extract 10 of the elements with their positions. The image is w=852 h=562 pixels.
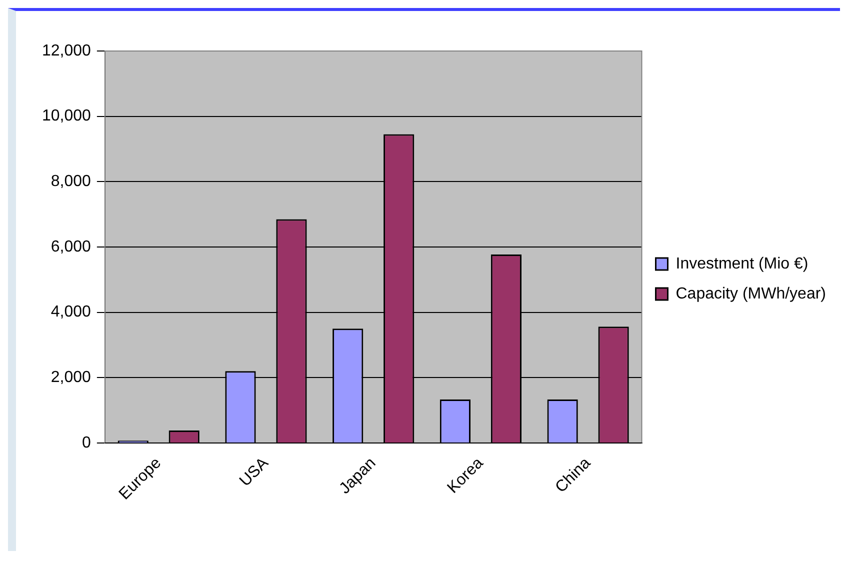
y-tick-label: 12,000 <box>42 42 92 60</box>
y-tick-label: 6,000 <box>50 238 92 256</box>
y-tick-label: 0 <box>82 434 92 452</box>
y-tick-label: 10,000 <box>42 108 92 125</box>
y-tick-label: 2,000 <box>50 369 92 386</box>
x-tick-label: USA <box>236 454 272 490</box>
legend-label: Capacity (MWh/year) <box>676 285 826 302</box>
legend-label: Investment (Mio €) <box>676 255 808 272</box>
y-tick-label: 8,000 <box>50 173 92 190</box>
y-tick-label: 4,000 <box>50 304 92 321</box>
